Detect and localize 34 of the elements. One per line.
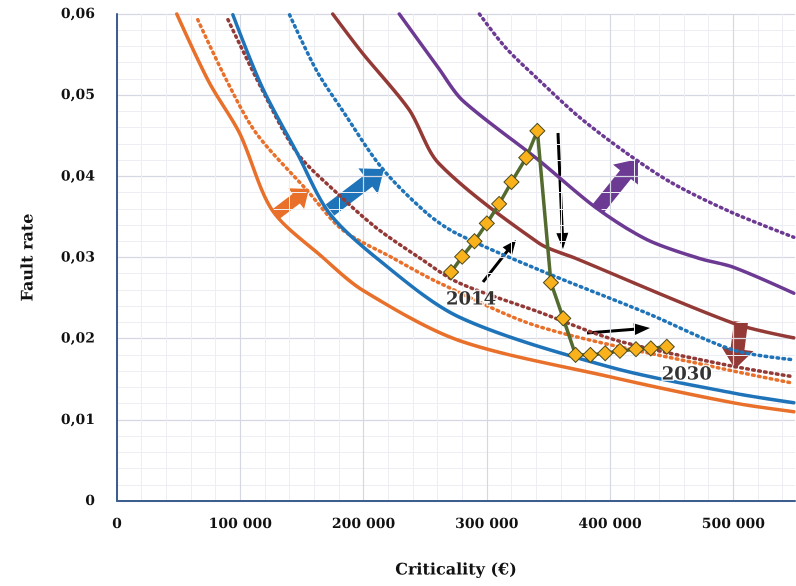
- y-tick-label: 0,01: [60, 412, 95, 428]
- point: [466, 233, 482, 250]
- x-tick-label: 300 000: [455, 516, 519, 532]
- point: [658, 338, 675, 355]
- point: [443, 264, 460, 280]
- point: [597, 345, 614, 362]
- point: [454, 248, 470, 265]
- point: [555, 310, 572, 326]
- line-series: [478, 12, 796, 239]
- point: [628, 341, 644, 358]
- annotation: 2030: [662, 363, 712, 384]
- point: [582, 346, 598, 363]
- y-tick-label: 0,04: [60, 168, 96, 184]
- y-tick-label: 0,05: [60, 87, 95, 104]
- x-tick-label: 0: [112, 516, 122, 532]
- point: [568, 346, 584, 363]
- point: [529, 122, 546, 139]
- point: [542, 274, 559, 291]
- point: [518, 150, 534, 166]
- y-tick-label: 0,03: [60, 250, 95, 266]
- point: [612, 342, 628, 359]
- y-axis-title: Fault rate: [18, 214, 36, 302]
- y-tick-label: 0: [85, 493, 96, 509]
- x-axis-title: Criticality (€): [395, 560, 517, 578]
- x-tick-label: 200 000: [332, 516, 396, 532]
- point: [478, 215, 495, 232]
- point: [503, 174, 520, 190]
- x-tick-label: 500 000: [702, 516, 766, 532]
- y-tick-label: 0,02: [60, 330, 95, 347]
- x-tick-label: 400 000: [578, 516, 642, 532]
- y-tick-label: 0,06: [60, 6, 95, 22]
- x-tick-label: 100 000: [208, 516, 272, 532]
- point: [491, 196, 508, 212]
- point: [642, 340, 659, 356]
